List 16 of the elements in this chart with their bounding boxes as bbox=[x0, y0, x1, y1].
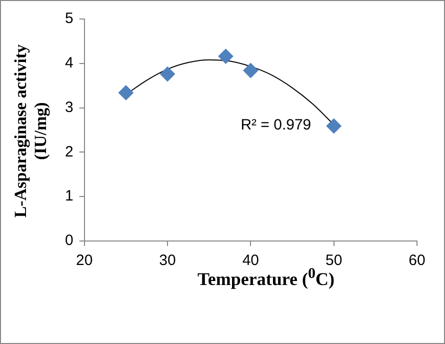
x-tick-label: 60 bbox=[408, 252, 426, 270]
y-tick-label: 1 bbox=[65, 188, 74, 205]
x-tick-label: 30 bbox=[159, 252, 176, 270]
y-tick-label: 4 bbox=[65, 54, 74, 72]
x-tick-label: 20 bbox=[76, 252, 93, 270]
y-tick-label: 5 bbox=[65, 10, 74, 28]
point bbox=[160, 66, 176, 82]
point bbox=[326, 118, 342, 134]
point bbox=[218, 48, 234, 64]
y-tick-label: 3 bbox=[65, 98, 74, 116]
point bbox=[243, 63, 258, 78]
annotation: R² = 0.979 bbox=[240, 116, 312, 134]
point bbox=[118, 85, 134, 100]
y-tick-label: 2 bbox=[65, 143, 74, 160]
y-tick-label: 0 bbox=[65, 232, 74, 250]
y-axis-title: L-Asparaginase activity (IU/mg) bbox=[10, 43, 51, 220]
